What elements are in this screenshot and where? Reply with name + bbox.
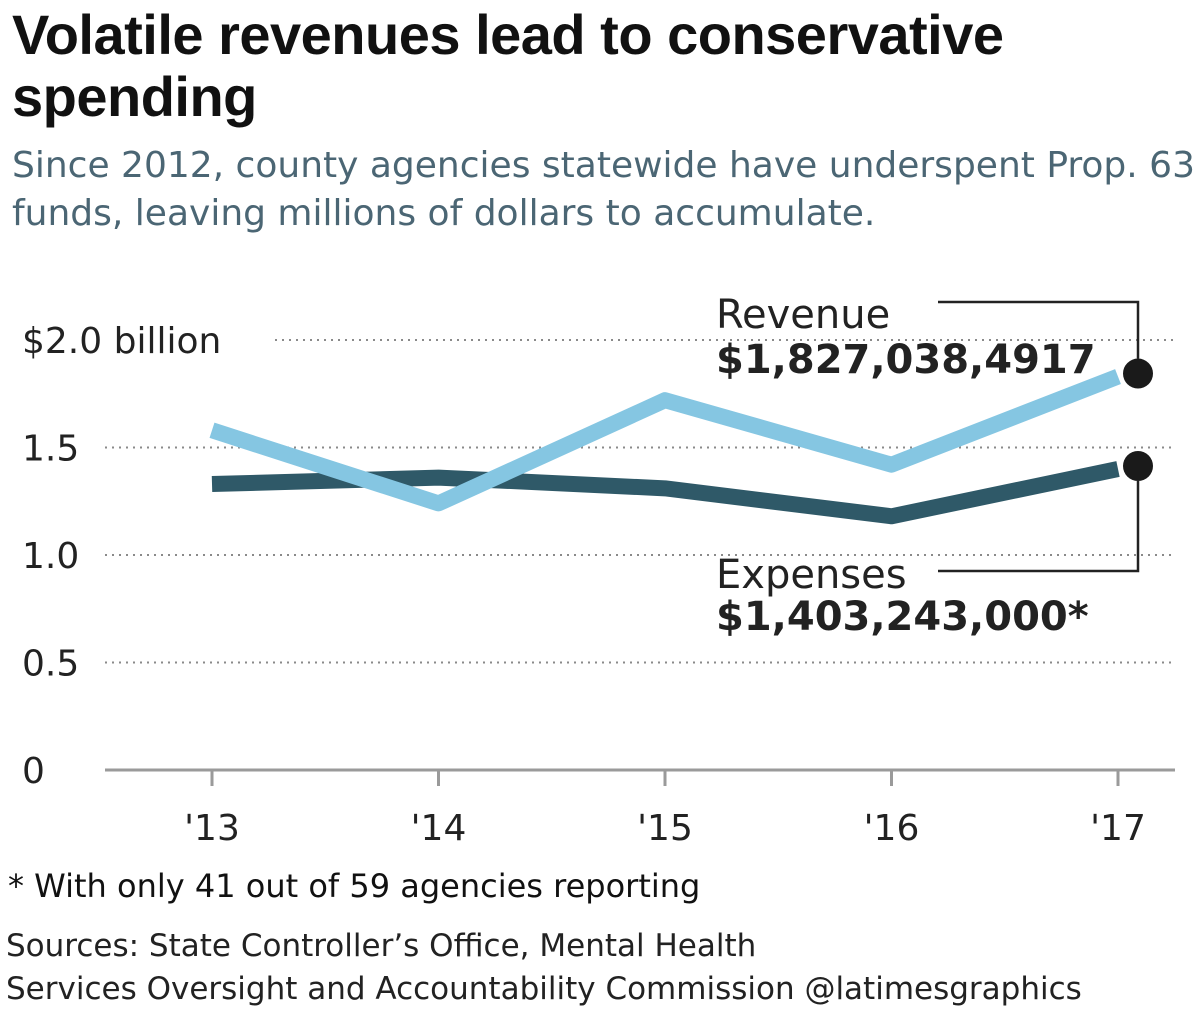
x-tick-label: '17 xyxy=(1090,808,1146,849)
y-tick-label: 1.0 xyxy=(22,536,79,577)
revenue-end-dot xyxy=(1123,358,1153,389)
line-chart: $2.0 billion 1.5 1.0 0.5 0 '13 '14 '15 '16 '17 R… xyxy=(22,292,1175,849)
y-tick-label: 0 xyxy=(22,751,45,792)
x-axis-ticks: '13 '14 '15 '16 '17 xyxy=(184,770,1146,849)
y-axis-labels: $2.0 billion 1.5 1.0 0.5 0 xyxy=(22,321,221,792)
gridlines xyxy=(105,339,1175,664)
x-tick-label: '13 xyxy=(184,808,240,849)
y-tick-label: 1.5 xyxy=(22,429,79,470)
x-tick-label: '15 xyxy=(637,808,693,849)
chart-subtitle: Since 2012, county agencies statewide ha… xyxy=(12,145,1195,234)
series-lines xyxy=(209,358,1153,525)
expenses-leader-line xyxy=(938,481,1140,573)
revenue-line xyxy=(209,369,1121,512)
x-tick-label: '16 xyxy=(864,808,920,849)
x-tick-label: '14 xyxy=(411,808,467,849)
footnote: * With only 41 out of 59 agencies report… xyxy=(8,867,701,905)
revenue-value: $1,827,038,4917 xyxy=(716,337,1096,383)
source-credit: Sources: State Controller’s Office, Ment… xyxy=(6,925,1196,1011)
revenue-label: Revenue xyxy=(716,292,890,338)
y-tick-label: $2.0 billion xyxy=(22,321,221,362)
expenses-end-dot xyxy=(1123,451,1153,481)
y-tick-label: 0.5 xyxy=(22,644,79,685)
chart-title: Volatile revenues lead to conservative s… xyxy=(12,3,1004,128)
source-line-1: Sources: State Controller’s Office, Ment… xyxy=(6,928,757,964)
expenses-label: Expenses xyxy=(716,552,907,598)
callouts: Revenue $1,827,038,4917 Expenses $1,403,… xyxy=(716,292,1140,640)
expenses-value: $1,403,243,000* xyxy=(716,594,1089,640)
revenue-leader-line xyxy=(938,300,1140,359)
source-line-2: Services Oversight and Accountability Co… xyxy=(6,971,1082,1007)
